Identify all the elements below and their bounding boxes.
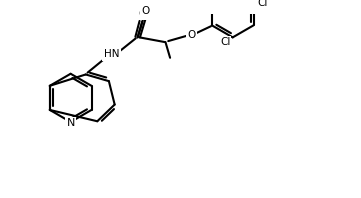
Text: O: O xyxy=(187,30,196,40)
Text: Cl: Cl xyxy=(220,37,230,47)
Text: O: O xyxy=(138,9,147,19)
Text: O: O xyxy=(141,6,149,16)
Text: N: N xyxy=(66,118,75,128)
Text: Cl: Cl xyxy=(258,0,268,8)
Text: HN: HN xyxy=(104,49,119,59)
